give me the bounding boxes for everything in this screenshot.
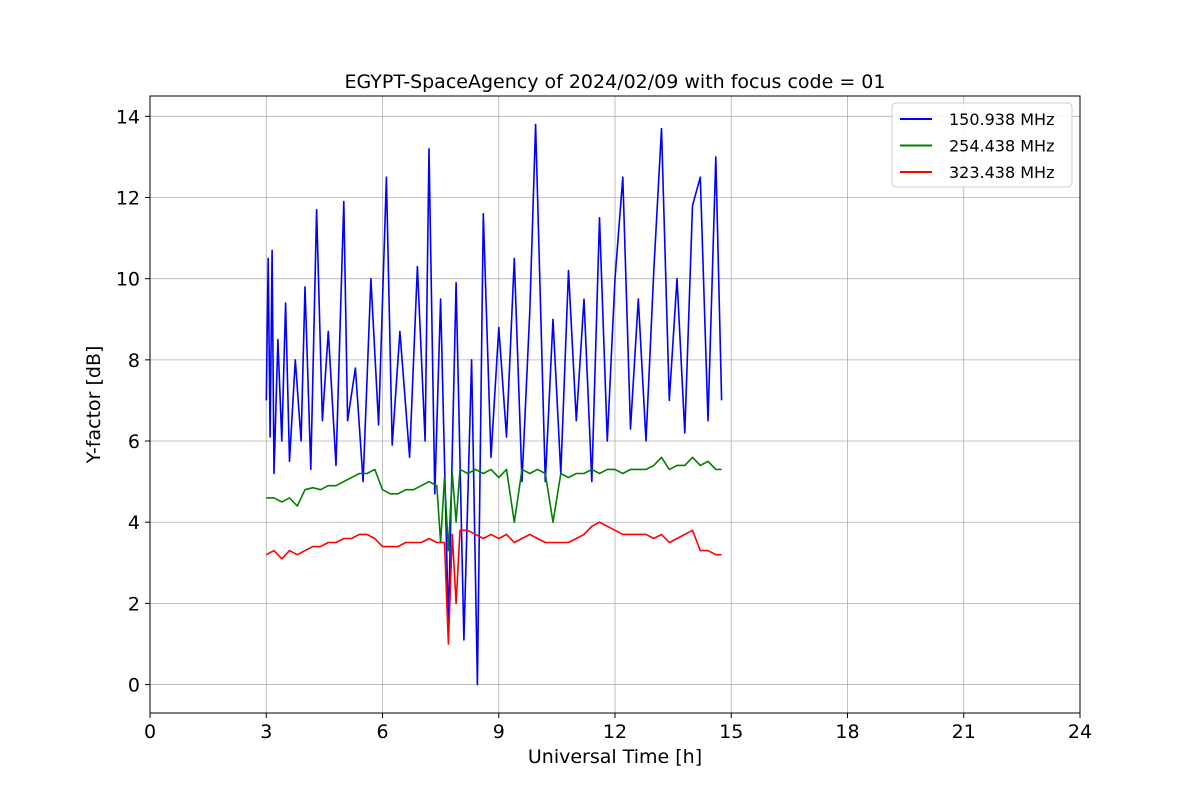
x-tick-label: 0	[144, 721, 156, 743]
y-tick-label: 6	[128, 431, 140, 453]
x-tick-label: 24	[1068, 721, 1092, 743]
y-tick-label: 14	[116, 106, 140, 128]
y-axis-label: Y-factor [dB]	[83, 346, 105, 465]
legend-label-1: 254.438 MHz	[949, 137, 1054, 156]
legend-label-2: 323.438 MHz	[949, 163, 1054, 182]
series-line-2	[265, 521, 722, 645]
y-tick-label: 10	[116, 269, 140, 291]
y-tick-label: 8	[128, 350, 140, 372]
series-lines	[265, 123, 723, 686]
y-tick-label: 4	[128, 512, 140, 534]
y-tick-label: 12	[116, 187, 140, 209]
x-tick-label: 15	[719, 721, 743, 743]
series-line-0	[265, 123, 723, 686]
chart-title: EGYPT-SpaceAgency of 2024/02/09 with foc…	[345, 71, 886, 93]
legend-box	[891, 102, 1073, 188]
series-line-1	[266, 456, 722, 552]
x-axis-label: Universal Time [h]	[528, 746, 702, 768]
y-tick-label: 0	[128, 675, 140, 697]
x-tick-label: 21	[952, 721, 976, 743]
x-tick-label: 6	[376, 721, 388, 743]
x-tick-label: 18	[835, 721, 859, 743]
x-tick-label: 9	[493, 721, 505, 743]
x-tick-label: 3	[260, 721, 272, 743]
legend: 150.938 MHz 254.438 MHz 323.438 MHz	[891, 102, 1073, 188]
legend-label-0: 150.938 MHz	[949, 110, 1054, 129]
x-tick-label: 12	[603, 721, 627, 743]
y-tick-label: 2	[128, 593, 140, 615]
